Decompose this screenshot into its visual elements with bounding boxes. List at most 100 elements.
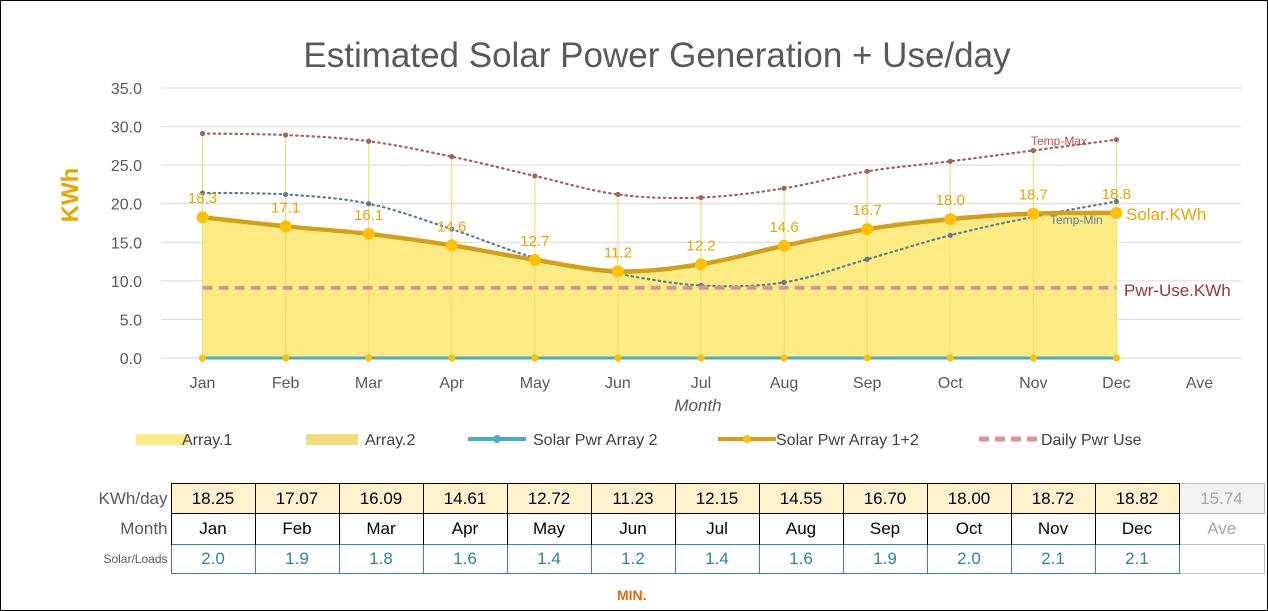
y-tick-label: 30.0 (111, 120, 142, 137)
array-2-marker (614, 354, 622, 362)
kwh-row-label: KWh/day (98, 488, 168, 508)
data-label: 18.0 (936, 192, 965, 209)
month-row: Month Jan Feb Mar Apr May Jun Jul Aug Sep Oct Nov D… (84, 513, 1264, 545)
solar-marker (778, 239, 791, 252)
x-tick-label: Sep (853, 375, 882, 392)
legend-label: Array.2 (365, 432, 415, 449)
data-label: 18.3 (188, 190, 217, 207)
data-label: 12.2 (686, 237, 715, 254)
y-tick-label: 5.0 (120, 312, 142, 329)
legend-label: Array.1 (182, 432, 232, 449)
ratio-cell: 1.9 (842, 544, 928, 574)
array-2-marker (1112, 354, 1120, 362)
kwh-cell: 18.72 (1010, 483, 1096, 514)
legend-marker (743, 435, 751, 443)
temp-max-point (366, 138, 372, 144)
min-label: MIN. (617, 587, 647, 603)
x-tick-label: Jul (691, 375, 711, 392)
ratio-ave-cell (1178, 544, 1265, 574)
x-axis-ticks: Jan Feb Mar Apr May Jun Jul Aug Sep Oct Nov Dec Ave (190, 375, 1214, 392)
month-cell: Nov (1010, 513, 1096, 545)
solar-marker (528, 253, 541, 266)
temp-min-point (947, 232, 953, 238)
temp-max-point (1113, 137, 1119, 143)
data-markers (196, 206, 1123, 362)
month-cell: Feb (254, 513, 340, 545)
ratio-cell: 2.1 (1010, 544, 1096, 574)
temp-max-point (615, 191, 621, 198)
ratio-cell: 1.6 (422, 544, 508, 574)
temp-max-point (698, 194, 704, 201)
array-2-marker (697, 354, 705, 362)
y-tick-label: 15.0 (111, 235, 142, 252)
pwr-use-annotation: Pwr-Use.KWh (1124, 281, 1231, 300)
ratio-cell: 2.0 (926, 544, 1012, 574)
ratio-cell: 1.2 (590, 544, 676, 574)
month-cell: May (506, 513, 592, 545)
kwh-cell: 14.61 (422, 483, 508, 514)
temp-max-point (199, 130, 206, 137)
ratio-cell: 2.1 (1094, 544, 1180, 574)
temp-max-point (781, 185, 787, 191)
legend: Array.1 Array.2 Solar Pwr Array 2 Solar Pwr… (136, 432, 1142, 449)
temp-max-point (947, 158, 953, 164)
legend-label: Solar Pwr Array 1+2 (776, 432, 919, 449)
solar-marker (1110, 206, 1123, 219)
x-tick-label: Dec (1102, 375, 1130, 392)
data-label: 14.6 (437, 218, 466, 235)
array-2-marker (780, 354, 788, 362)
month-cell: Jun (590, 513, 676, 545)
kwh-cell: 11.23 (590, 483, 676, 514)
y-tick-label: 35.0 (111, 81, 142, 98)
temperature-lines (199, 130, 1119, 289)
kwh-cell: 14.55 (758, 483, 844, 514)
kwh-cell: 18.25 (170, 483, 256, 514)
kwh-cell: 17.07 (254, 483, 340, 514)
x-tick-label: Mar (355, 375, 383, 392)
array-2-marker (1029, 354, 1037, 362)
kwh-ave-cell: 15.74 (1178, 483, 1265, 514)
x-tick-label: Apr (439, 375, 465, 392)
solar-marker (861, 223, 874, 236)
ratio-row: Solar/Loads 2.0 1.9 1.8 1.6 1.4 1.2 1.4 1.6 1.9 2… (84, 544, 1265, 574)
y-tick-label: 20.0 (111, 197, 142, 214)
array-2-marker (282, 354, 290, 362)
temp-min-point (366, 201, 372, 207)
ratio-cell: 2.0 (170, 544, 256, 574)
y-tick-label: 25.0 (111, 158, 142, 175)
temp-min-point (864, 256, 870, 262)
solar-marker (279, 220, 292, 233)
legend-swatch (306, 434, 358, 445)
kwh-cell: 12.72 (506, 483, 592, 514)
solar-chart: Estimated Solar Power Generation + Use/d… (57, 36, 1241, 449)
temp-min-point (449, 226, 455, 232)
x-axis-label: Month (674, 396, 721, 415)
solar-marker (1027, 207, 1040, 220)
temp-min-point (1113, 198, 1119, 204)
month-cell: Sep (842, 513, 928, 545)
month-cell: Mar (338, 513, 424, 545)
legend-swatch (136, 434, 188, 445)
x-tick-label: Oct (938, 375, 963, 392)
data-label: 12.7 (520, 233, 549, 250)
month-cell: Aug (758, 513, 844, 545)
solar-marker (196, 211, 209, 224)
data-table: KWh/day 18.25 17.07 16.09 14.61 12.72 11.23 12… (84, 483, 1265, 574)
ratio-cell: 1.4 (506, 544, 592, 574)
temp-min-point (283, 191, 289, 198)
solar-marker (695, 258, 707, 271)
temp-min-annotation: Temp-Min (1050, 213, 1103, 227)
x-tick-label: Nov (1019, 375, 1047, 392)
array-2-marker (365, 354, 373, 362)
month-cell: Dec (1094, 513, 1180, 545)
kwh-cell: 18.82 (1094, 483, 1180, 514)
x-tick-label: Aug (770, 375, 798, 392)
solar-marker (362, 227, 375, 240)
x-tick-label: Feb (272, 375, 300, 392)
month-cell: Jan (170, 513, 256, 545)
solar-marker (611, 265, 624, 278)
array-2-marker (199, 354, 207, 362)
temp-max-point (1030, 147, 1036, 154)
month-cell: Jul (674, 513, 760, 545)
